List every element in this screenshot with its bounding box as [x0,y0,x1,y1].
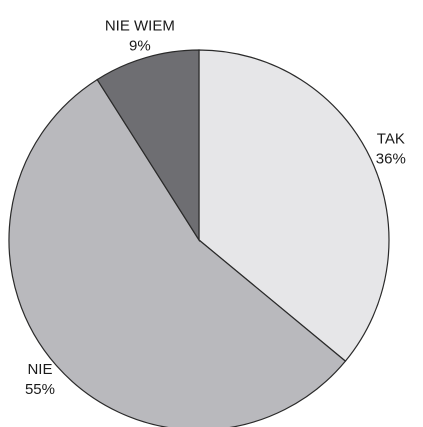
slice-label: NIE WIEM [105,17,175,34]
slice-value-label: 55% [25,381,55,398]
pie-slice [198,49,390,362]
slice-label: TAK [377,131,405,148]
pie-slice [8,78,347,427]
slice-value-label: 36% [376,151,406,168]
pie-slice [96,49,200,243]
slice-value-label: 9% [129,37,151,54]
slice-label: NIE [27,361,52,378]
